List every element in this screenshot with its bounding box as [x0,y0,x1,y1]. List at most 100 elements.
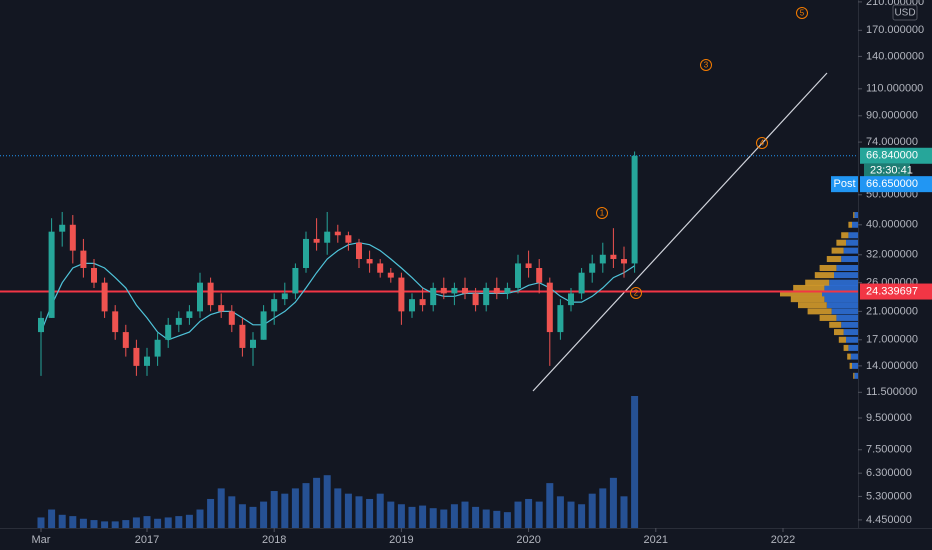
volume-bar [429,508,437,528]
volume-bar [90,520,98,528]
profile-up-bar [843,247,858,254]
candle-body [271,299,278,312]
last-price-box [860,147,932,164]
x-tick-label: 2018 [262,534,286,546]
candle-body [313,238,320,243]
candle-body [48,231,55,318]
volume-bar [419,505,427,528]
volume-bar [111,521,119,528]
volume-bar [238,504,246,528]
candle-body [175,317,182,325]
candle-body [345,235,352,243]
candle-body [515,263,521,288]
profile-down-bar [780,290,822,297]
x-tick-label: 2017 [135,534,159,546]
candle-body [610,254,617,260]
volume-bar [37,517,45,528]
candle-body [578,272,585,294]
volume-bar [302,483,310,528]
candle-body [599,254,606,264]
y-tick-label: 6.300000 [866,467,912,479]
profile-down-bar [829,321,842,328]
volume-bar [546,483,554,528]
wave-label: 5 [800,9,805,18]
y-tick-label: 140.000000 [866,50,924,62]
profile-up-bar [848,232,858,239]
y-tick-label: 110.000000 [866,83,923,95]
y-tick-label: 74.000000 [866,136,918,148]
volume-bar [556,496,564,528]
candle-body [462,287,468,294]
volume-bar [461,501,469,528]
volume-bar [154,518,162,528]
candle-body [398,277,405,312]
profile-up-bar [852,221,858,228]
profile-up-bar [848,344,858,351]
y-tick-label: 40.000000 [866,219,918,231]
volume-bar [313,477,321,528]
profile-down-bar [847,353,851,360]
volume-bar [567,501,575,528]
profile-up-bar [846,336,858,343]
volume-bar [440,509,448,528]
volume-bar [260,501,268,528]
candle-body [419,299,426,306]
profile-down-bar [819,314,837,321]
volume-bar [609,477,617,528]
wave-circle [630,287,642,299]
wave-label: 4 [760,139,765,148]
candle-body [228,311,235,325]
candle-body [154,339,161,357]
profile-down-bar [836,239,846,246]
candle-body [112,311,119,333]
candle-body [250,339,256,348]
countdown-box [864,163,910,178]
volume-bar [185,514,193,528]
candle-body [430,287,437,306]
candle-body [80,250,87,268]
volume-bar [535,501,543,528]
candle-body [356,242,362,260]
currency-box [892,4,918,21]
volume-bar [69,516,77,528]
volume-bar [122,520,130,528]
candle-body [91,267,97,283]
volume-bar [164,517,172,528]
volume-bar [588,493,596,528]
volume-bar [249,506,257,528]
profile-up-bar [822,290,858,297]
candle-body [366,259,373,264]
candle-body [504,287,511,294]
profile-up-bar [843,329,858,336]
x-tick-label: 2019 [389,534,413,546]
profile-up-bar [824,284,858,291]
volume-bar [578,504,586,528]
candle-body [101,282,108,312]
volume-bar [281,493,289,528]
profile-down-bar [805,279,830,286]
post-label: Post [833,178,855,190]
wave-circle [596,207,608,219]
candle-body [144,356,150,366]
volume-bar [408,506,416,528]
profile-down-bar [826,256,842,263]
profile-down-bar [814,272,834,279]
volume-bar [334,488,342,528]
wave-circle [796,7,808,19]
candle-body [409,299,415,312]
candle-body [568,293,574,306]
profile-down-bar [841,232,849,239]
y-tick-label: 210.000000 [866,0,924,8]
volume-bar [503,512,511,528]
profile-up-bar [836,314,858,321]
profile-up-bar [841,256,858,263]
volume-bar [270,491,278,528]
volume-bar [143,516,151,528]
volume-bar [101,521,109,528]
candle-body [186,311,193,318]
volume-bar [217,488,225,528]
volume-bar [79,518,87,528]
post-price-label: 66.650000 [866,178,918,190]
